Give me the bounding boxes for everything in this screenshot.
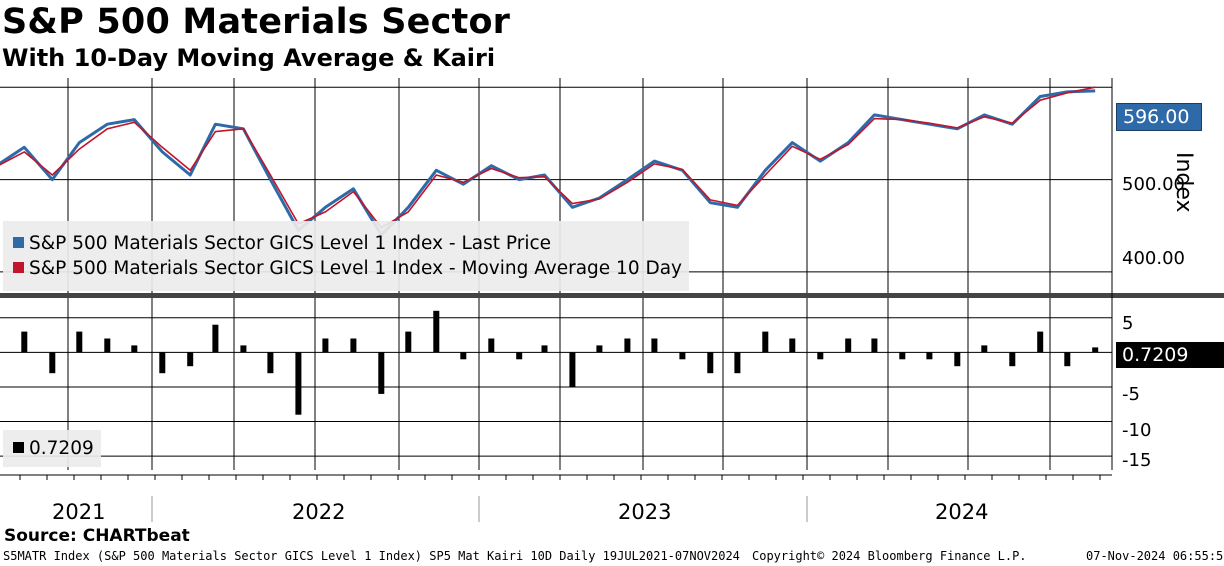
moving-average-line <box>0 86 1096 229</box>
kairi-bar <box>322 338 329 353</box>
kairi-bar <box>240 345 247 353</box>
price-legend: S&P 500 Materials Sector GICS Level 1 In… <box>3 221 689 291</box>
kairi-bar <box>845 338 852 353</box>
panel-frame <box>0 78 1224 522</box>
kairi-bar <box>1009 352 1016 367</box>
kairi-bar <box>981 345 988 353</box>
kairi-bar <box>789 338 796 353</box>
kairi-legend-value: 0.7209 <box>29 438 94 459</box>
moving-average-legend-label: S&P 500 Materials Sector GICS Level 1 In… <box>29 258 683 279</box>
kairi-bar <box>350 338 357 353</box>
kairi-bar <box>734 352 741 374</box>
kairi-gridlines <box>0 297 1112 470</box>
kairi-bar <box>1092 347 1099 353</box>
kairi-swatch <box>13 442 24 453</box>
kairi-bar <box>405 331 412 353</box>
legend-entry-kairi: 0.7209 <box>13 438 94 459</box>
kairi-bar <box>131 345 138 353</box>
chart-subtitle: With 10-Day Moving Average & Kairi <box>2 44 496 72</box>
kairi-bar <box>596 345 603 353</box>
price-panel <box>0 86 1096 237</box>
kairi-bar <box>1037 331 1044 353</box>
kairi-bar <box>569 352 576 387</box>
price-tick-400: 400.00 <box>1122 248 1185 269</box>
kairi-bar <box>378 352 385 394</box>
kairi-bar <box>267 352 274 374</box>
kairi-bar <box>541 345 548 353</box>
timestamp: 07-Nov-2024 06:55:51 <box>1086 549 1224 563</box>
last-price-value-badge: 596.00 <box>1116 103 1202 131</box>
kairi-bar <box>679 352 686 360</box>
price-tick-500: 500.00 <box>1122 174 1185 195</box>
kairi-bar <box>817 352 824 360</box>
kairi-bar <box>49 352 56 374</box>
kairi-panel <box>21 310 1099 415</box>
kairi-legend: 0.7209 <box>3 430 101 467</box>
kairi-bar <box>295 352 302 415</box>
legend-entry-moving-average: S&P 500 Materials Sector GICS Level 1 In… <box>13 258 682 279</box>
kairi-bar <box>433 310 440 353</box>
kairi-bar <box>488 338 495 353</box>
kairi-bar <box>460 352 467 360</box>
kairi-bar <box>762 331 769 353</box>
kairi-bar <box>707 352 714 374</box>
ticker-line: S5MATR Index (S&P 500 Materials Sector G… <box>3 549 740 563</box>
kairi-bar <box>212 324 219 353</box>
kairi-bar <box>104 338 111 353</box>
moving-average-swatch <box>13 262 24 273</box>
kairi-bar <box>187 352 194 367</box>
last-price-legend-label: S&P 500 Materials Sector GICS Level 1 In… <box>29 233 552 254</box>
panel-separator <box>0 293 1224 298</box>
kairi-tick-minus-15: -15 <box>1122 450 1152 471</box>
year-label-2023: 2023 <box>618 500 672 524</box>
year-label-2021: 2021 <box>52 500 106 524</box>
chart-title: S&P 500 Materials Sector <box>2 2 511 42</box>
kairi-tick-minus-10: -10 <box>1122 420 1152 441</box>
kairi-tick-5: 5 <box>1122 313 1134 334</box>
kairi-bar <box>624 338 631 353</box>
kairi-bar <box>926 352 933 360</box>
kairi-bar <box>516 352 523 360</box>
y-axis-title: Index <box>1171 152 1196 213</box>
kairi-bar <box>21 331 28 353</box>
kairi-bar <box>871 338 878 353</box>
kairi-value-badge: 0.7209 <box>1116 342 1224 368</box>
copyright: Copyright© 2024 Bloomberg Finance L.P. <box>752 549 1027 563</box>
kairi-bar <box>899 352 906 360</box>
last-price-swatch <box>13 237 24 248</box>
kairi-bar <box>76 331 83 353</box>
source-label: Source: CHARTbeat <box>4 526 190 546</box>
kairi-tick-minus-5: -5 <box>1122 384 1140 405</box>
last-price-line <box>0 89 1096 237</box>
legend-entry-last-price: S&P 500 Materials Sector GICS Level 1 In… <box>13 233 551 254</box>
kairi-bar <box>954 352 961 367</box>
kairi-bar <box>1064 352 1071 367</box>
kairi-bar <box>159 352 166 374</box>
year-label-2024: 2024 <box>935 500 989 524</box>
kairi-bar <box>651 338 658 353</box>
year-label-2022: 2022 <box>292 500 346 524</box>
